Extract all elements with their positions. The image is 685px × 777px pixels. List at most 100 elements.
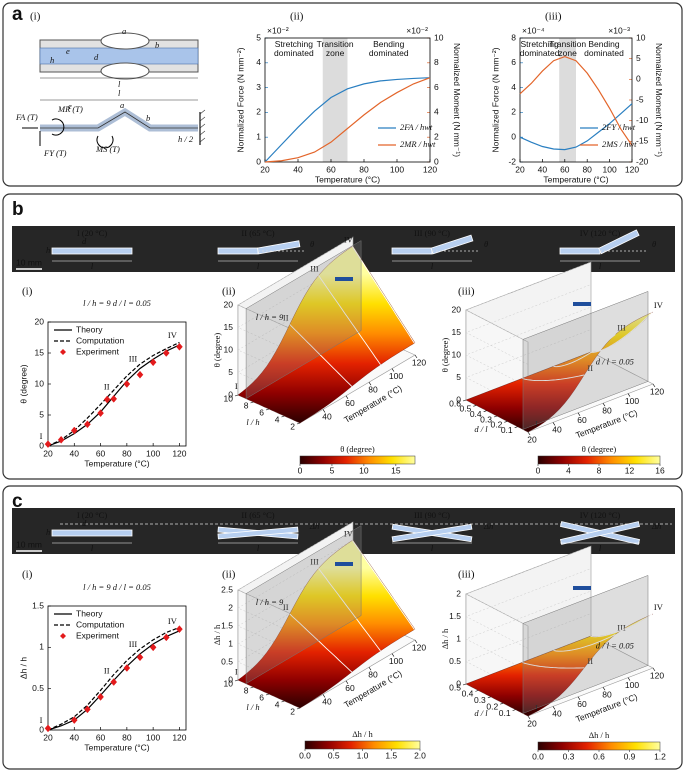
grid-line [237, 539, 354, 637]
sub-label: (i) [30, 11, 41, 23]
grid-line [465, 284, 592, 365]
y-tick-label: 20 [35, 316, 45, 326]
y-tick-label: 0.5 [32, 683, 44, 693]
y2-tick-label: 8 [434, 57, 439, 67]
y-tick [483, 410, 487, 412]
x-tick-label: 100 [146, 732, 160, 742]
y-tick-label: 0.1 [499, 708, 511, 718]
y-axis-label: d / l [474, 424, 488, 434]
y-tick [462, 399, 467, 402]
annotation: Transition zone [317, 39, 354, 58]
x-tick-label: 20 [527, 434, 537, 444]
y-tick-label: -2 [508, 156, 516, 166]
y-tick-label: 8 [244, 400, 249, 410]
y2-tick-label: 5 [636, 53, 641, 63]
z-tick-label: 20 [452, 304, 462, 314]
z-tick-label: 10 [224, 344, 234, 354]
parameter-plane [522, 575, 649, 714]
z-tick-label: 2 [456, 588, 461, 598]
y-tick-label: 6 [511, 57, 516, 67]
y2-tick-label: 10 [636, 32, 646, 42]
x-tick-label: 100 [603, 164, 617, 174]
y-tick-label: 0 [39, 440, 44, 450]
x-tick [322, 409, 326, 413]
experiment-point [149, 643, 157, 652]
dimension-label: l [91, 261, 94, 271]
x-tick-label: 120 [172, 732, 186, 742]
stage-curve [289, 613, 353, 673]
transition-zone [559, 38, 576, 162]
experiment-point [136, 370, 144, 379]
curve-label: II [587, 656, 593, 666]
x-tick-label: 40 [322, 412, 332, 422]
x-tick-label: 100 [389, 656, 403, 666]
panel-frame [2, 193, 683, 480]
y-tick-label: 5 [256, 32, 261, 42]
z-tick-label: 0 [228, 389, 233, 399]
x-tick [577, 412, 581, 416]
sub-label: (iii) [458, 569, 475, 581]
x-tick-label: 80 [359, 164, 369, 174]
specimen-icon [335, 277, 353, 281]
colorbar-tick-label: 0 [298, 465, 303, 475]
y2-tick-label: 10 [434, 32, 444, 42]
y-tick [487, 696, 491, 699]
grid-line [237, 236, 354, 334]
curve-label: IV [344, 234, 354, 244]
x-tick-label: 40 [70, 732, 80, 742]
y-axis-label: Δh / h [18, 657, 28, 679]
x-tick-label: 20 [527, 718, 537, 728]
point-label: II [104, 381, 110, 391]
y-tick [493, 415, 498, 418]
y-tick [462, 683, 467, 686]
scale-bar-label: 10 mm [16, 257, 42, 267]
y-tick-label: 0.5 [460, 404, 472, 414]
sub-label: (iii) [458, 286, 475, 298]
scale-bar-label: 10 mm [16, 539, 42, 549]
curve-label: IV [654, 602, 664, 612]
point-label: I [40, 715, 43, 725]
panel-frame [2, 2, 683, 187]
specimen [51, 247, 133, 255]
x-tick [322, 694, 326, 698]
x-tick-label: 80 [368, 669, 378, 679]
y-tick [250, 686, 254, 689]
z-tick-label: 1.5 [449, 611, 461, 621]
stage-curve [553, 633, 616, 652]
grid-line [465, 261, 592, 343]
y-tick-label: 0 [511, 131, 516, 141]
curve-label: I [235, 381, 238, 391]
schematic-label: h [50, 55, 54, 65]
y-axis-label: Normalized Force (N mm⁻²) [490, 47, 500, 152]
colorbar-tick-label: 1.2 [654, 751, 666, 761]
x-tick-label: 100 [625, 396, 639, 406]
y-tick-label: 8 [244, 685, 249, 695]
x-tick-label: 20 [43, 732, 53, 742]
colorbar-tick-label: 5 [330, 465, 335, 475]
notch [100, 32, 150, 50]
x-tick-label: 40 [322, 697, 332, 707]
x-tick-label: 60 [96, 448, 106, 458]
x-tick [577, 696, 581, 700]
point-label: III [129, 353, 138, 363]
x-tick [527, 431, 531, 436]
curve-label: IV [654, 300, 664, 310]
y-axis-label: d / l [474, 708, 488, 718]
stage-curve [352, 540, 415, 630]
schematic-label: l [118, 79, 121, 89]
panel-label: c [12, 491, 23, 512]
schematic-label: l [118, 88, 121, 98]
x-tick-label: 120 [650, 386, 664, 396]
colorbar [299, 455, 416, 465]
y2-multiplier: ×10⁻³ [608, 25, 630, 35]
legend-label: Experiment [76, 346, 120, 356]
x-tick-label: 80 [122, 448, 132, 458]
sub-label: (ii) [290, 11, 304, 23]
experiment-point [123, 664, 131, 672]
grid-line [465, 306, 592, 388]
annotation: Bending dominated [369, 39, 409, 58]
y-tick-label: 0.3 [480, 414, 492, 424]
colorbar-tick-label: 0.5 [328, 750, 340, 760]
x-tick [345, 395, 349, 399]
y2-tick-label: 6 [434, 82, 439, 92]
